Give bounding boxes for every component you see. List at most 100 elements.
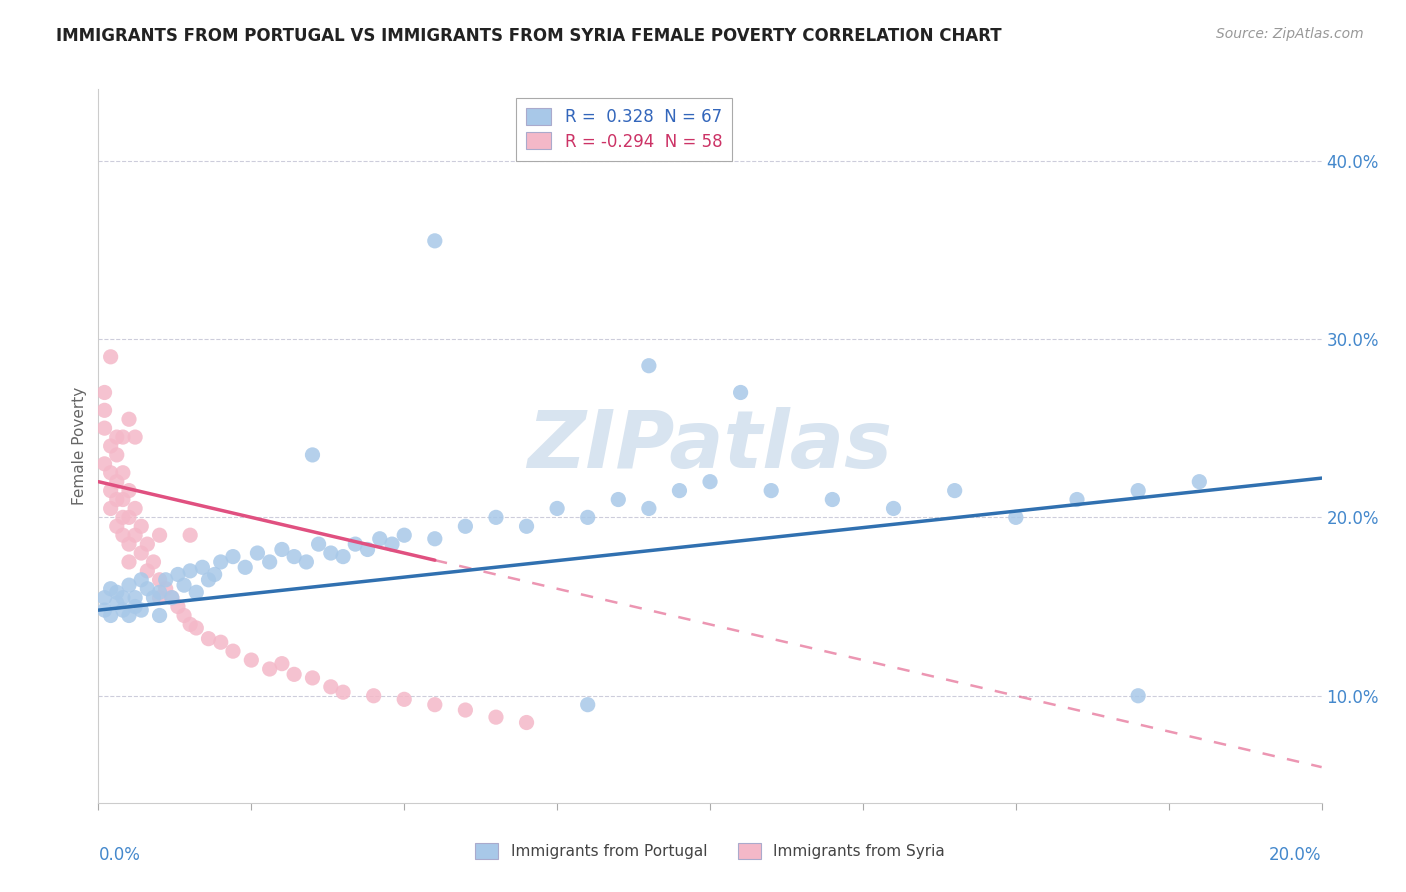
Point	[209, 635, 232, 649]
Point	[149, 585, 172, 599]
Point	[136, 537, 159, 551]
Point	[485, 710, 508, 724]
Point	[93, 603, 115, 617]
Legend: Immigrants from Portugal, Immigrants from Syria: Immigrants from Portugal, Immigrants fro…	[468, 835, 952, 866]
Y-axis label: Female Poverty: Female Poverty	[72, 387, 87, 505]
Text: IMMIGRANTS FROM PORTUGAL VS IMMIGRANTS FROM SYRIA FEMALE POVERTY CORRELATION CHA: IMMIGRANTS FROM PORTUGAL VS IMMIGRANTS F…	[56, 27, 1002, 45]
Point	[111, 492, 134, 507]
Point	[356, 542, 378, 557]
Point	[576, 698, 599, 712]
Point	[283, 549, 305, 564]
Point	[209, 555, 232, 569]
Point	[118, 555, 141, 569]
Point	[129, 546, 152, 560]
Point	[191, 560, 214, 574]
Point	[233, 560, 256, 574]
Point	[105, 585, 128, 599]
Point	[167, 567, 190, 582]
Point	[124, 430, 146, 444]
Point	[124, 501, 146, 516]
Point	[129, 603, 152, 617]
Point	[100, 466, 122, 480]
Text: 0.0%: 0.0%	[98, 846, 141, 863]
Point	[173, 578, 195, 592]
Point	[142, 555, 165, 569]
Point	[1066, 492, 1088, 507]
Point	[93, 591, 115, 605]
Point	[295, 555, 318, 569]
Point	[301, 671, 323, 685]
Point	[149, 528, 172, 542]
Point	[118, 483, 141, 498]
Point	[129, 519, 152, 533]
Point	[100, 483, 122, 498]
Point	[1128, 483, 1150, 498]
Point	[93, 421, 115, 435]
Point	[516, 715, 538, 730]
Point	[423, 532, 446, 546]
Point	[155, 582, 177, 596]
Text: 20.0%: 20.0%	[1270, 846, 1322, 863]
Point	[1128, 689, 1150, 703]
Point	[454, 519, 477, 533]
Point	[118, 608, 141, 623]
Point	[454, 703, 477, 717]
Point	[149, 591, 172, 605]
Point	[167, 599, 190, 614]
Point	[129, 573, 152, 587]
Point	[105, 519, 128, 533]
Point	[308, 537, 330, 551]
Point	[124, 591, 146, 605]
Point	[100, 608, 122, 623]
Point	[259, 555, 281, 569]
Point	[160, 591, 183, 605]
Point	[1004, 510, 1026, 524]
Text: Source: ZipAtlas.com: Source: ZipAtlas.com	[1216, 27, 1364, 41]
Point	[319, 546, 342, 560]
Point	[179, 564, 201, 578]
Point	[423, 234, 446, 248]
Point	[149, 573, 172, 587]
Point	[118, 537, 141, 551]
Point	[160, 591, 183, 605]
Point	[197, 632, 219, 646]
Point	[105, 475, 128, 489]
Point	[93, 403, 115, 417]
Point	[730, 385, 752, 400]
Point	[259, 662, 281, 676]
Text: ZIPatlas: ZIPatlas	[527, 407, 893, 485]
Point	[637, 359, 661, 373]
Point	[111, 603, 134, 617]
Point	[118, 412, 141, 426]
Point	[392, 528, 416, 542]
Point	[124, 528, 146, 542]
Point	[637, 501, 661, 516]
Point	[363, 689, 385, 703]
Point	[105, 448, 128, 462]
Point	[118, 510, 141, 524]
Point	[111, 528, 134, 542]
Point	[142, 591, 165, 605]
Point	[332, 685, 354, 699]
Point	[240, 653, 263, 667]
Point	[392, 692, 416, 706]
Point	[222, 549, 245, 564]
Point	[197, 573, 219, 587]
Point	[1188, 475, 1211, 489]
Point	[319, 680, 342, 694]
Point	[270, 542, 292, 557]
Point	[93, 385, 115, 400]
Point	[100, 350, 122, 364]
Point	[155, 573, 177, 587]
Point	[111, 430, 134, 444]
Point	[186, 621, 208, 635]
Point	[301, 448, 323, 462]
Point	[668, 483, 690, 498]
Point	[179, 528, 201, 542]
Point	[136, 582, 159, 596]
Point	[111, 591, 134, 605]
Point	[246, 546, 269, 560]
Point	[100, 501, 122, 516]
Point	[368, 532, 391, 546]
Point	[546, 501, 568, 516]
